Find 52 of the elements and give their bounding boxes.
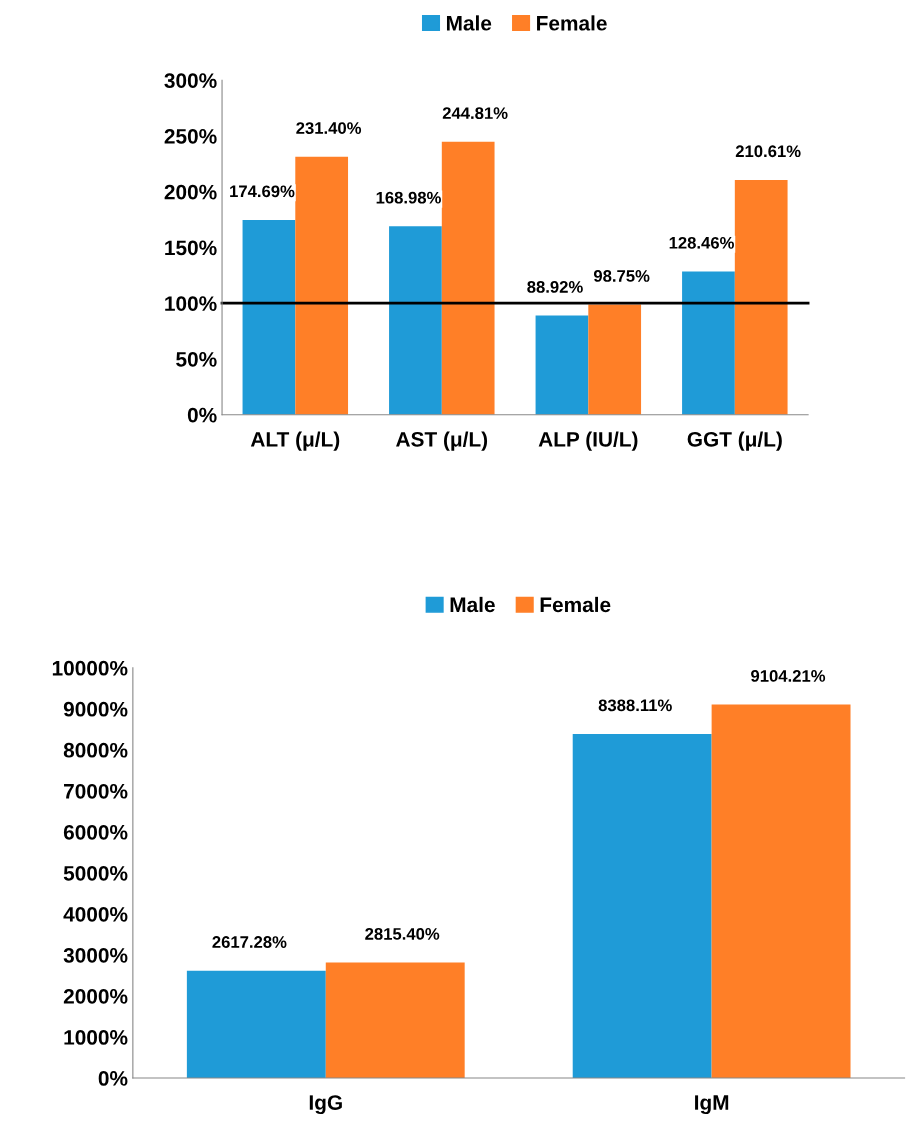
bar <box>711 704 851 1079</box>
bar <box>734 179 788 415</box>
y-tick-label: 100% <box>165 296 217 311</box>
legend-label: Male <box>450 596 495 613</box>
x-tick-label: ALP (IU/L) <box>538 431 638 451</box>
y-tick-label: 4000% <box>63 906 128 922</box>
legend-label: Female <box>537 15 607 31</box>
y-tick-label: 1000% <box>64 1030 128 1045</box>
data-label: 98.75% <box>593 270 650 282</box>
y-tick-label: 7000% <box>64 783 128 799</box>
y-tick-label: 10000% <box>52 660 128 676</box>
x-tick-label: IgM <box>695 1095 729 1115</box>
bar <box>682 271 735 415</box>
bar <box>535 315 589 415</box>
y-tick-label: 6000% <box>63 824 128 840</box>
y-tick-label: 250% <box>164 128 217 144</box>
y-tick-label: 0% <box>98 1071 128 1086</box>
x-tick-label: AST (μ/L) <box>396 431 488 451</box>
data-label: 2815.40% <box>365 927 440 940</box>
y-tick-label: 3000% <box>63 947 128 963</box>
bar <box>389 226 442 415</box>
y-tick-label: 9000% <box>63 701 128 717</box>
data-label: 210.61% <box>735 145 801 158</box>
bar <box>242 219 296 415</box>
data-label: 9104.21% <box>751 670 826 682</box>
bar <box>588 304 642 415</box>
legend-label: Male <box>446 15 492 31</box>
y-tick-label: 50% <box>176 351 217 367</box>
data-label: 244.81% <box>442 107 508 120</box>
bar <box>572 733 712 1079</box>
y-tick-label: 200% <box>164 184 217 200</box>
data-label: 88.92% <box>527 281 583 293</box>
y-tick-label: 300% <box>164 73 217 89</box>
data-label: 2617.28% <box>212 936 287 948</box>
x-tick-label: ALT (μ/L) <box>250 431 340 451</box>
x-tick-label: GGT (μ/L) <box>687 431 782 451</box>
x-tick-label: IgG <box>309 1095 342 1115</box>
legend-label: Female <box>540 596 611 613</box>
data-label: 168.98% <box>376 191 441 204</box>
data-label: 231.40% <box>296 122 362 134</box>
y-tick-label: 5000% <box>63 865 128 881</box>
bar <box>295 156 349 415</box>
bar <box>441 141 495 415</box>
bar <box>325 962 465 1079</box>
y-tick-label: 150% <box>165 240 217 256</box>
y-tick-label: 2000% <box>63 988 128 1004</box>
bar <box>186 970 326 1079</box>
y-tick-label: 8000% <box>63 742 128 758</box>
data-label: 174.69% <box>230 185 295 198</box>
data-label: 128.46% <box>669 236 734 249</box>
y-tick-label: 0% <box>187 407 217 423</box>
data-label: 8388.11% <box>598 699 672 712</box>
